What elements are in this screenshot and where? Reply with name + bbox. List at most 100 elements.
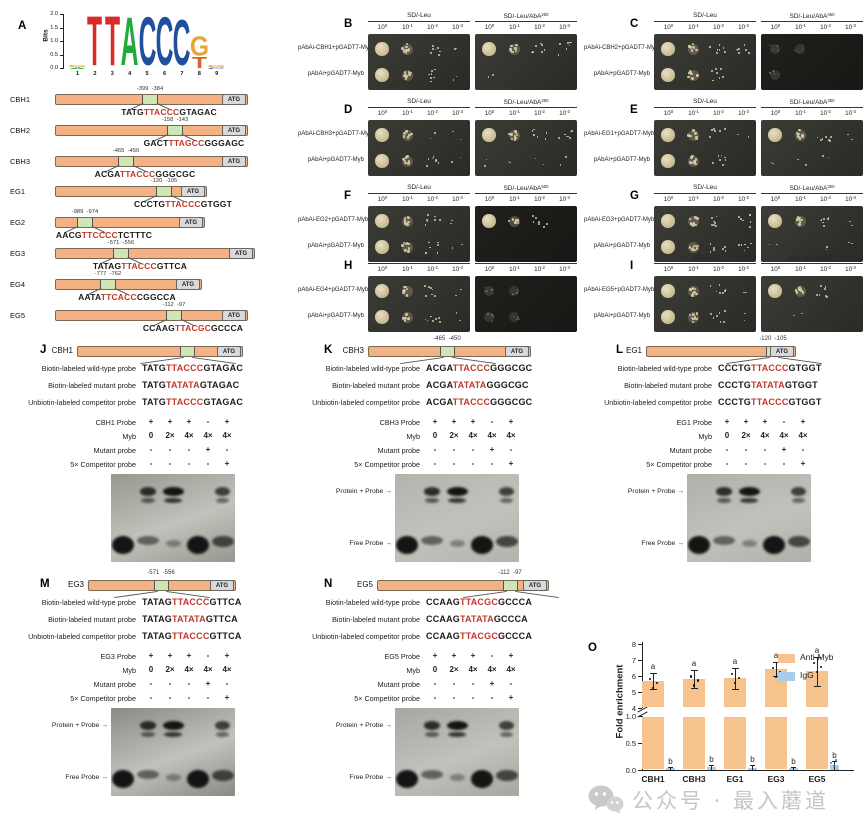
colony-spot — [514, 49, 518, 52]
gel-band — [495, 536, 518, 548]
seq-pre: TATG — [121, 107, 144, 117]
logo-x-tick-label: 1 — [75, 71, 80, 77]
dilution-exponent: -3 — [459, 265, 463, 270]
colony-spot — [744, 243, 747, 246]
logo-letter-glyph: G — [207, 65, 227, 68]
colony-spot — [694, 223, 697, 227]
gene-sequence: AATATTCACCCGGCCA — [63, 292, 191, 302]
colony-spot — [559, 164, 561, 166]
colony-spot — [690, 45, 693, 48]
colony-spot — [482, 128, 496, 142]
colony-spot — [778, 73, 780, 75]
gene-position-labels: -571 -556 — [107, 240, 135, 246]
colony-spot — [426, 214, 429, 216]
condition-value: 2× — [449, 431, 459, 440]
colony-spot — [696, 217, 699, 220]
dilution-base: 10 — [452, 266, 460, 273]
condition-row-label: CBH1 Probe — [95, 418, 136, 427]
colony-spot — [795, 217, 799, 220]
colony-spot — [431, 44, 434, 47]
dilution-exponent: -2 — [827, 195, 831, 200]
logo-y-tick — [60, 54, 63, 56]
condition-value: 4× — [184, 665, 194, 674]
seq-pre: GACT — [143, 137, 169, 148]
condition-value: 4× — [487, 431, 497, 440]
colony-spot — [749, 242, 752, 245]
colony-spot — [720, 68, 722, 71]
logo-letter-glyph: C — [207, 67, 226, 70]
colony-spot — [718, 284, 721, 286]
colony-spot — [425, 165, 428, 167]
colony-spot — [425, 295, 427, 298]
condition-value: + — [724, 417, 730, 426]
aba-concentration: 300 — [827, 184, 835, 189]
y-tick — [638, 644, 642, 645]
colony-spot — [743, 319, 745, 322]
colony-spot — [724, 156, 726, 159]
colony-spot — [507, 219, 511, 223]
dilution-label: 100 — [370, 23, 395, 31]
dilution-exponent: -3 — [566, 265, 570, 270]
dilution-exponent: 0 — [777, 265, 781, 270]
colony-spot — [406, 241, 409, 244]
aba-concentration: 360 — [541, 98, 549, 103]
colony-spot — [403, 219, 407, 222]
emsa-gel — [111, 474, 235, 562]
colony-spot — [799, 137, 802, 140]
colony-spot — [718, 158, 721, 161]
gel-band — [424, 487, 441, 496]
dilution-base: 10 — [484, 196, 492, 203]
gel-band — [716, 487, 733, 496]
condition-value: 4× — [468, 665, 478, 674]
gene-bar — [55, 278, 202, 290]
colony-spot — [484, 286, 494, 296]
colony-spot — [661, 310, 675, 324]
colony-spot — [770, 70, 780, 80]
colony-spot — [690, 49, 694, 52]
dilution-label: 10-1 — [502, 265, 527, 273]
dilution-label: 10-1 — [502, 195, 527, 203]
colony-spot — [404, 77, 408, 80]
plate-media-header: SD/-Leu/AbA250 — [475, 12, 577, 22]
colony-spot — [508, 161, 510, 163]
colony-spot — [514, 131, 518, 135]
colony-spot — [436, 251, 439, 254]
seq-pre: TATAG — [142, 614, 172, 624]
condition-value: + — [762, 417, 768, 426]
colony-spot — [404, 222, 407, 225]
colony-spot — [375, 68, 389, 82]
colony-spot — [724, 310, 726, 312]
probe-row-label: Biotin-labeled wild-type probe — [325, 598, 420, 607]
bar-anti-myb-upper — [683, 679, 705, 707]
condition-value: + — [205, 679, 211, 688]
colony-spot — [375, 284, 389, 298]
colony-spot — [801, 133, 804, 137]
seq-core: TATATA — [452, 380, 487, 390]
colony-spot — [816, 136, 819, 139]
dilution-exponent: -2 — [827, 23, 831, 28]
condition-value: - — [187, 459, 191, 468]
colony-spot — [691, 292, 694, 295]
seq-post: GGGAGC — [204, 137, 245, 148]
dilution-label: 100 — [763, 109, 788, 117]
gel-band — [396, 536, 419, 554]
colony-spot — [431, 293, 433, 296]
colony-spot — [710, 313, 712, 315]
colony-spot — [695, 137, 698, 140]
colony-spot — [407, 71, 411, 74]
gene-position-labels: -158 -143 — [161, 116, 189, 123]
logo-letter-glyph: C — [138, 4, 156, 82]
sig-letter-b: b — [668, 756, 673, 766]
dilution-exponent: -2 — [541, 23, 545, 28]
seq-pre: CCCTG — [134, 199, 166, 210]
condition-value: - — [744, 459, 748, 468]
colony-spot — [691, 154, 694, 158]
colony-spot — [455, 294, 457, 296]
colony-spot — [772, 70, 775, 72]
dilution-label: 10-2 — [527, 195, 552, 203]
colony-spot — [777, 49, 779, 52]
gene-sequence: ACGATTACCCGGGCGC — [81, 169, 209, 179]
gel-band — [446, 487, 468, 496]
y1h-row1-label: pAbAi-EG2+pGADT7-Myb — [298, 217, 369, 223]
plate-media-header: SD/-Leu — [654, 12, 756, 22]
